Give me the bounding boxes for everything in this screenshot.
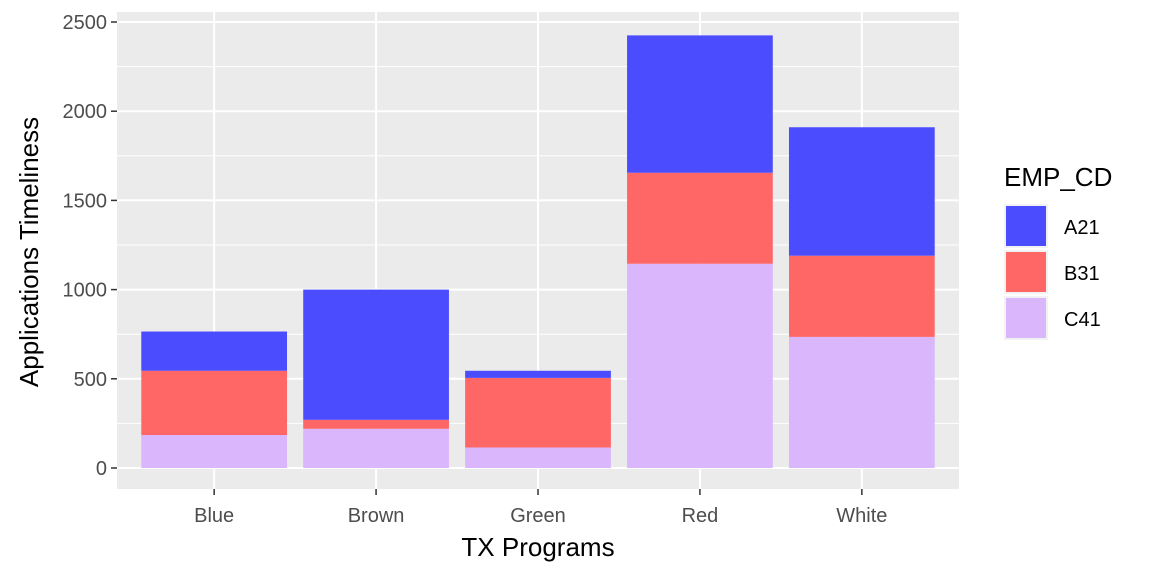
y-tick-label: 0 — [96, 458, 107, 480]
bar-segment-red-b31 — [627, 172, 773, 264]
bar-segment-red-c41 — [627, 263, 773, 468]
x-tick-label: Brown — [348, 505, 405, 527]
x-axis-title: TX Programs — [461, 532, 614, 562]
bar-segment-white-b31 — [788, 255, 935, 337]
y-axis-ticks: 0 500 1000 1500 2000 2500 — [63, 12, 117, 480]
bar-segment-blue-b31 — [141, 370, 288, 435]
bars — [141, 35, 935, 468]
legend-swatch-b31 — [1006, 252, 1046, 292]
legend: EMP_CD A21 B31 C41 — [1004, 162, 1112, 340]
x-tick-label: Blue — [194, 505, 234, 527]
bar-segment-green-b31 — [465, 377, 611, 448]
x-tick-label: White — [836, 505, 887, 527]
bar-segment-brown-c41 — [303, 428, 449, 468]
y-tick-label: 1500 — [63, 190, 108, 212]
x-tick-label: Green — [510, 505, 566, 527]
bar-segment-brown-a21 — [303, 289, 449, 420]
y-tick-label: 1000 — [63, 280, 108, 302]
legend-title: EMP_CD — [1004, 162, 1112, 192]
bar-segment-blue-a21 — [141, 331, 288, 371]
legend-label-c41: C41 — [1064, 309, 1101, 331]
bar-segment-white-c41 — [788, 336, 935, 468]
y-axis-title: Applications Timeliness — [14, 117, 44, 387]
y-tick-label: 2500 — [63, 12, 108, 34]
x-axis-ticks: Blue Brown Green Red White — [194, 489, 887, 527]
bar-segment-blue-c41 — [141, 434, 288, 468]
legend-label-a21: A21 — [1064, 217, 1100, 239]
y-tick-label: 500 — [74, 369, 107, 391]
bar-segment-green-a21 — [465, 370, 611, 378]
bar-segment-brown-b31 — [303, 419, 449, 429]
bar-segment-red-a21 — [627, 35, 773, 173]
x-tick-label: Red — [682, 505, 719, 527]
bar-segment-green-c41 — [465, 447, 611, 468]
legend-swatch-c41 — [1006, 298, 1046, 338]
bar-segment-white-a21 — [788, 127, 935, 256]
legend-label-b31: B31 — [1064, 263, 1100, 285]
y-tick-label: 2000 — [63, 101, 108, 123]
legend-swatch-a21 — [1006, 206, 1046, 246]
